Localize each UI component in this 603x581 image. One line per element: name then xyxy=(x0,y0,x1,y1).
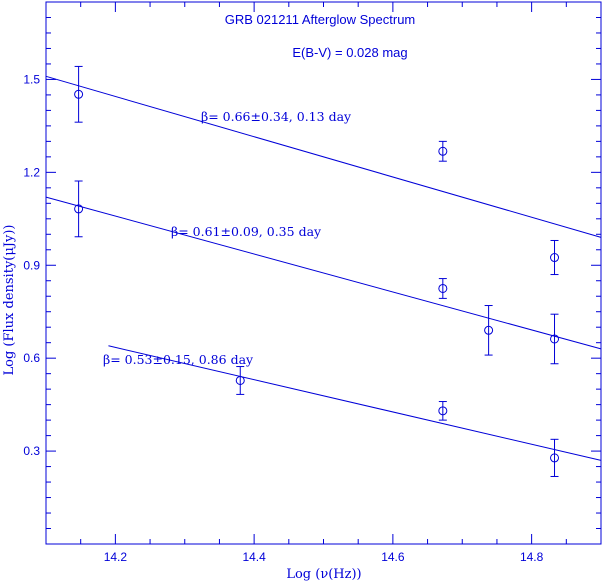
series-labels: β= 0.66±0.34, 0.13 day β= 0.61±0.09, 0.35… xyxy=(103,109,352,367)
chart-subtitle: E(B-V) = 0.028 mag xyxy=(292,45,407,60)
data-points xyxy=(74,65,560,477)
fit-line xyxy=(45,196,602,350)
series-label: β= 0.53±0.15, 0.86 day xyxy=(103,352,254,367)
x-tick-label: 14.2 xyxy=(104,550,128,564)
y-axis-label: Log (Flux density(μJy)) xyxy=(2,224,17,375)
x-tick-label: 14.8 xyxy=(520,550,544,564)
data-point xyxy=(235,375,245,385)
fit-line xyxy=(108,345,602,461)
x-tick-label: 14.4 xyxy=(242,550,266,564)
series-label: β= 0.66±0.34, 0.13 day xyxy=(201,109,352,124)
y-tick-label: 0.9 xyxy=(23,258,40,272)
series-label: β= 0.61±0.09, 0.35 day xyxy=(171,224,322,239)
data-point xyxy=(438,406,448,416)
x-axis-label: Log (ν(Hz)) xyxy=(286,567,361,581)
data-point xyxy=(438,146,448,156)
y-tick-label: 0.3 xyxy=(23,444,40,458)
data-point xyxy=(74,204,84,214)
fit-lines xyxy=(45,75,602,461)
y-tick-label: 1.2 xyxy=(23,165,40,179)
y-tick-label: 0.6 xyxy=(23,351,40,365)
chart-title: GRB 021211 Afterglow Spectrum xyxy=(225,12,416,27)
fit-line xyxy=(45,75,602,238)
y-tick-label: 1.5 xyxy=(23,72,40,86)
data-point xyxy=(550,334,560,344)
data-point xyxy=(484,325,494,335)
data-point xyxy=(550,253,560,263)
data-point xyxy=(74,89,84,99)
x-tick-label: 14.6 xyxy=(381,550,405,564)
axes: 14.2 14.4 14.6 14.8 0.3 0.6 0.9 1.2 1.5 xyxy=(23,1,602,564)
data-point xyxy=(550,453,560,463)
data-point xyxy=(438,283,448,293)
